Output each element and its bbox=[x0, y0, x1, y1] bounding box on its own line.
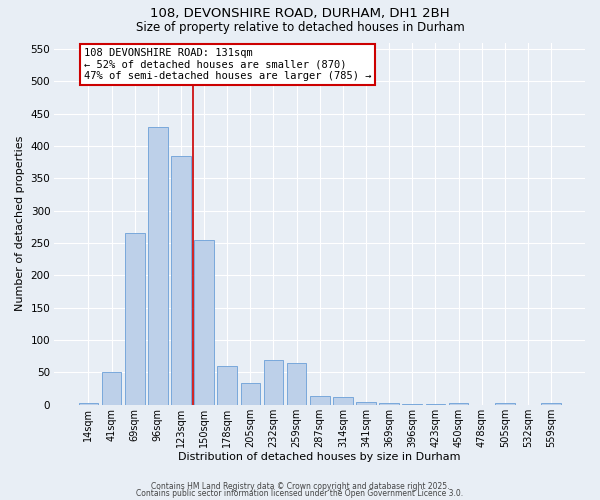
X-axis label: Distribution of detached houses by size in Durham: Distribution of detached houses by size … bbox=[178, 452, 461, 462]
Y-axis label: Number of detached properties: Number of detached properties bbox=[15, 136, 25, 312]
Bar bbox=[194, 240, 214, 405]
Bar bbox=[403, 404, 422, 405]
Bar bbox=[241, 384, 260, 405]
Bar bbox=[125, 234, 145, 405]
Bar bbox=[171, 156, 191, 405]
Text: Size of property relative to detached houses in Durham: Size of property relative to detached ho… bbox=[136, 21, 464, 34]
Bar bbox=[379, 403, 399, 405]
Bar bbox=[541, 404, 561, 405]
Bar bbox=[287, 362, 307, 405]
Bar bbox=[310, 396, 329, 405]
Bar bbox=[217, 366, 237, 405]
Bar bbox=[79, 403, 98, 405]
Text: Contains HM Land Registry data © Crown copyright and database right 2025.: Contains HM Land Registry data © Crown c… bbox=[151, 482, 449, 491]
Text: 108 DEVONSHIRE ROAD: 131sqm
← 52% of detached houses are smaller (870)
47% of se: 108 DEVONSHIRE ROAD: 131sqm ← 52% of det… bbox=[83, 48, 371, 81]
Text: Contains public sector information licensed under the Open Government Licence 3.: Contains public sector information licen… bbox=[136, 489, 464, 498]
Bar bbox=[495, 403, 515, 405]
Bar bbox=[102, 372, 121, 405]
Bar bbox=[356, 402, 376, 405]
Bar bbox=[148, 126, 167, 405]
Bar bbox=[263, 360, 283, 405]
Bar bbox=[333, 397, 353, 405]
Bar bbox=[425, 404, 445, 405]
Bar bbox=[449, 404, 469, 405]
Text: 108, DEVONSHIRE ROAD, DURHAM, DH1 2BH: 108, DEVONSHIRE ROAD, DURHAM, DH1 2BH bbox=[150, 8, 450, 20]
